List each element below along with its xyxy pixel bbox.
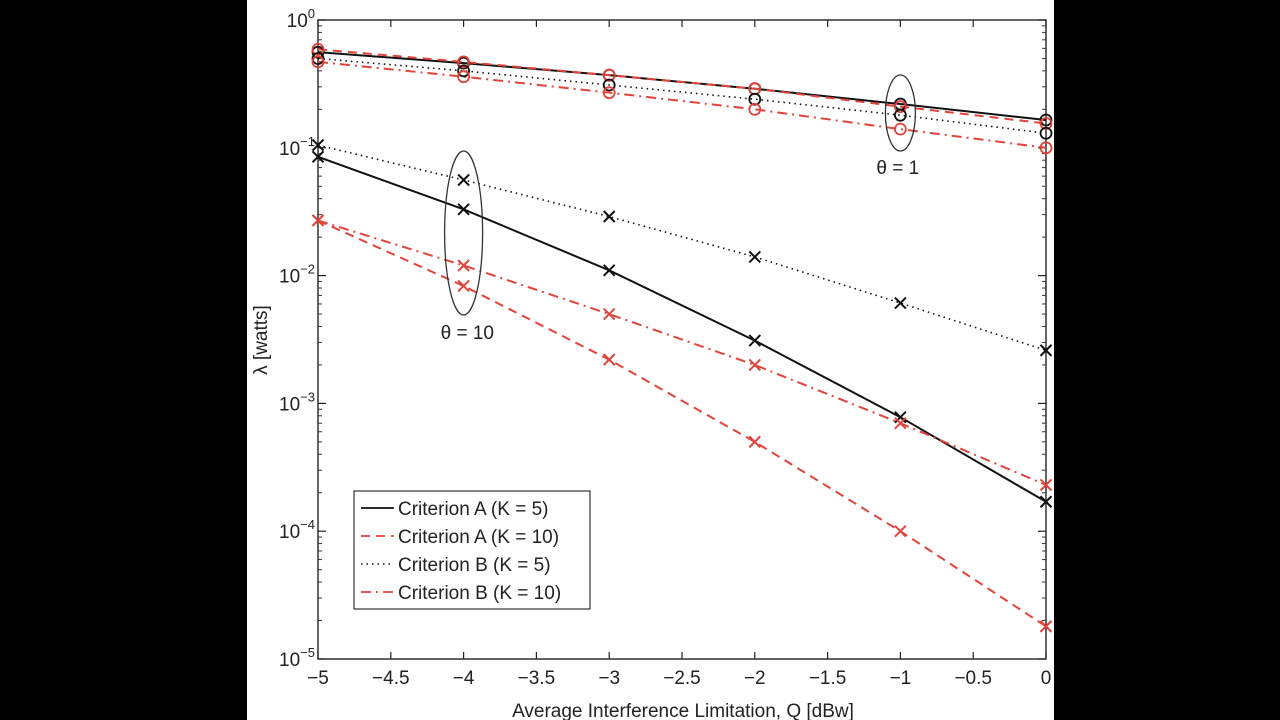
data-point-circle bbox=[748, 102, 762, 116]
legend-label: Criterion B (K = 10) bbox=[398, 583, 561, 604]
data-point-x bbox=[894, 410, 907, 424]
data-point-circle bbox=[602, 86, 616, 100]
data-point-x bbox=[311, 150, 325, 164]
data-point-circle bbox=[457, 64, 471, 78]
data-point-x bbox=[748, 358, 762, 372]
x-axis-title: Average Interference Limitation, Q [dBw] bbox=[512, 701, 854, 720]
x-tick-label: −2 bbox=[744, 668, 766, 689]
series-line bbox=[317, 219, 1047, 628]
y-tick-label: 10−1 bbox=[279, 134, 315, 160]
data-point-circle bbox=[894, 100, 907, 114]
legend-label: Criterion A (K = 5) bbox=[398, 499, 548, 520]
minor-ticks bbox=[318, 25, 1046, 622]
data-point-circle bbox=[311, 52, 325, 65]
data-point-x bbox=[1039, 344, 1053, 357]
data-point-x bbox=[602, 307, 616, 321]
x-tick-label: −2.5 bbox=[663, 668, 701, 689]
legend-box bbox=[353, 490, 591, 610]
series-line bbox=[317, 219, 1047, 486]
data-point-circle bbox=[602, 68, 616, 82]
legend-entry: Criterion B (K = 5) bbox=[361, 555, 551, 576]
data-point-x bbox=[602, 210, 616, 223]
series-line bbox=[317, 48, 1047, 125]
data-point-circle bbox=[457, 70, 471, 84]
data-point-x bbox=[311, 138, 325, 152]
y-tick-label: 10−3 bbox=[279, 389, 315, 415]
data-point-circle bbox=[1039, 141, 1053, 155]
annotation-theta-10: θ = 10 bbox=[441, 323, 494, 344]
data-point-x bbox=[1039, 495, 1053, 508]
chart-svg: −5 −4.5 −4 −3.5 −3 −2.5 −2 −1.5 −1 −0.5 0 10010−11… bbox=[251, 6, 1053, 720]
series-line bbox=[317, 144, 1047, 352]
legend: Criterion A (K = 5) Criterion A (K = 10)… bbox=[353, 490, 591, 610]
y-tick-label: 100 bbox=[287, 6, 315, 32]
data-point-x bbox=[457, 259, 470, 272]
y-tick-label: 10−2 bbox=[279, 262, 315, 288]
data-point-circle bbox=[1039, 126, 1053, 140]
data-point-x bbox=[457, 203, 470, 216]
x-tick-label: −4 bbox=[453, 668, 475, 689]
data-point-circle bbox=[311, 55, 325, 69]
x-ticks: −5 −4.5 −4 −3.5 −3 −2.5 −2 −1.5 −1 −0.5 0 bbox=[307, 20, 1051, 689]
series-line bbox=[317, 57, 1047, 135]
series-line bbox=[317, 155, 1047, 503]
data-point-circle bbox=[894, 108, 907, 122]
y-tick-label: 10−4 bbox=[279, 517, 315, 543]
data-point-x bbox=[311, 214, 325, 227]
data-point-x bbox=[748, 435, 762, 449]
y-ticks: 100 10−1 10−2 10−3 10−4 10−5 bbox=[279, 6, 1046, 671]
x-tick-label: −1 bbox=[890, 668, 912, 689]
data-point-circle bbox=[894, 122, 907, 136]
data-point-x bbox=[894, 296, 907, 310]
x-tick-label: −1.5 bbox=[809, 668, 847, 689]
data-point-x bbox=[1039, 478, 1053, 492]
y-axis-title: λ [watts] bbox=[251, 305, 272, 375]
data-point-x bbox=[894, 524, 907, 538]
x-tick-label: −3.5 bbox=[518, 668, 556, 689]
x-tick-label: −4.5 bbox=[372, 668, 410, 689]
legend-entry: Criterion A (K = 10) bbox=[361, 527, 559, 548]
data-point-circle bbox=[602, 78, 616, 92]
data-point-x bbox=[894, 416, 907, 430]
x-tick-label: −3 bbox=[598, 668, 620, 689]
x-tick-label: −5 bbox=[307, 668, 329, 689]
data-point-x bbox=[602, 353, 616, 366]
series-lines bbox=[317, 48, 1047, 628]
data-point-circle bbox=[311, 42, 325, 56]
data-point-x bbox=[748, 334, 762, 347]
data-point-circle bbox=[1039, 113, 1053, 127]
annotation-ellipse-theta-10 bbox=[443, 150, 484, 316]
data-point-circle bbox=[1039, 117, 1053, 130]
data-point-x bbox=[457, 173, 470, 187]
data-point-x bbox=[748, 250, 762, 264]
series-markers bbox=[311, 42, 1053, 633]
data-point-x bbox=[1039, 620, 1053, 633]
legend-label: Criterion A (K = 10) bbox=[398, 527, 559, 548]
annotation-theta-1: θ = 1 bbox=[876, 158, 919, 179]
y-tick-label: 10−5 bbox=[279, 645, 315, 671]
data-point-x bbox=[457, 279, 470, 293]
legend-label: Criterion B (K = 5) bbox=[398, 555, 551, 576]
x-tick-label: −0.5 bbox=[954, 668, 992, 689]
chart-figure: −5 −4.5 −4 −3.5 −3 −2.5 −2 −1.5 −1 −0.5 0 100 10−1 1… bbox=[247, 0, 1054, 720]
annotations: θ = 1 θ = 10 bbox=[441, 74, 919, 344]
legend-entry: Criterion B (K = 10) bbox=[361, 583, 561, 604]
legend-entry: Criterion A (K = 5) bbox=[361, 499, 548, 520]
series-line bbox=[317, 60, 1047, 149]
data-point-x bbox=[602, 264, 616, 277]
annotation-ellipse-theta-1 bbox=[884, 74, 917, 152]
data-point-circle bbox=[457, 55, 471, 69]
x-tick-label: 0 bbox=[1041, 668, 1052, 689]
